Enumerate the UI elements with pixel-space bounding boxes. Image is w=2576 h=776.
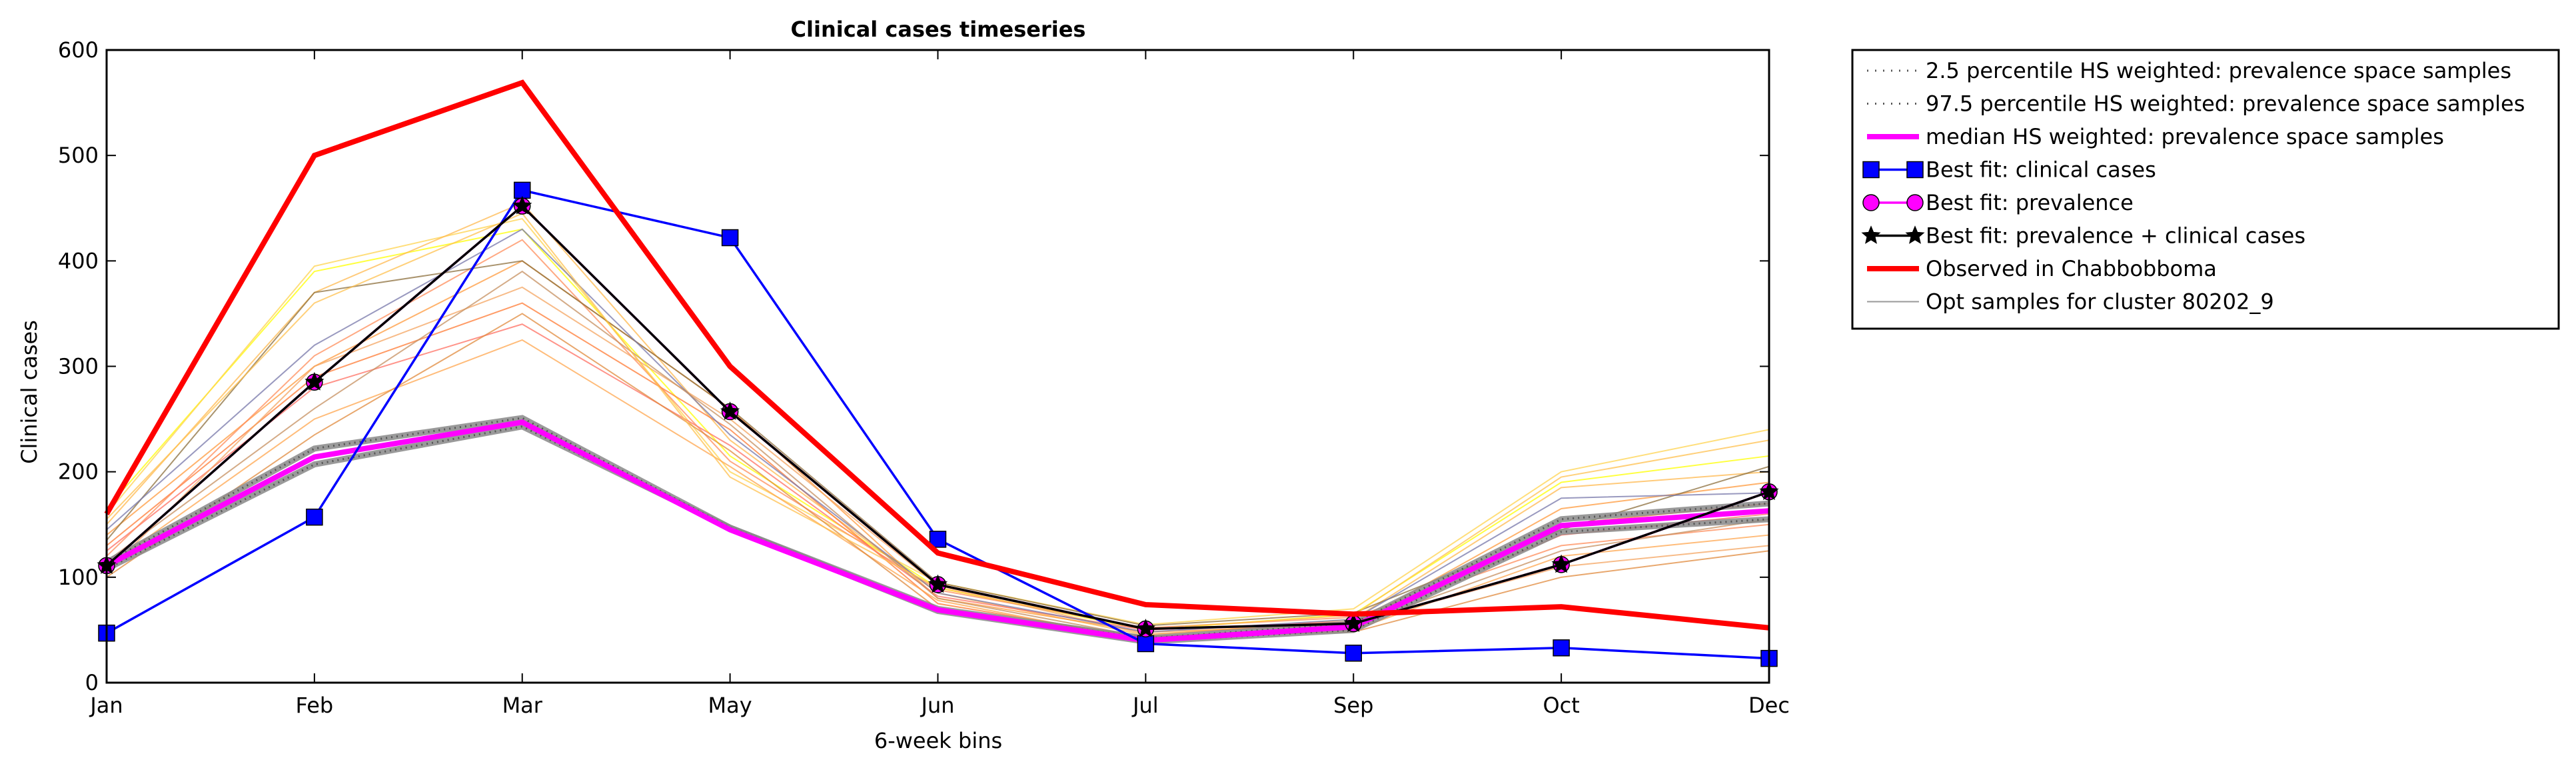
data-point <box>305 371 324 391</box>
sample-line <box>106 217 1770 626</box>
y-axis-label: Clinical cases <box>17 320 42 464</box>
legend-entry: 2.5 percentile HS weighted: prevalence s… <box>1867 58 2511 83</box>
legend-entry: Observed in Chabbobboma <box>1867 256 2217 281</box>
data-point <box>1345 644 1362 662</box>
series-line-7 <box>104 79 1770 631</box>
data-point <box>1553 639 1570 657</box>
sample-line <box>106 270 1770 638</box>
legend-label: 97.5 percentile HS weighted: prevalence … <box>1926 91 2525 117</box>
sample-line <box>106 228 1770 631</box>
legend-label: Opt samples for cluster 80202_9 <box>1926 289 2274 315</box>
data-point <box>721 229 739 247</box>
y-tick-label: 200 <box>58 459 99 485</box>
data-point <box>1551 554 1571 573</box>
legend-entry: Best fit: clinical cases <box>1862 157 2156 183</box>
x-tick-label: May <box>708 693 752 718</box>
chart-title: Clinical cases timeseries <box>791 17 1086 42</box>
plot-area <box>97 79 1779 667</box>
y-tick-label: 600 <box>58 37 99 63</box>
x-axis-label: 6-week bins <box>874 728 1002 753</box>
sample-line <box>106 228 1770 633</box>
legend-marker <box>1861 225 1881 244</box>
x-tick-label: Oct <box>1543 693 1579 718</box>
legend-label: median HS weighted: prevalence space sam… <box>1926 124 2444 149</box>
legend-marker <box>1906 161 1924 179</box>
y-tick-label: 500 <box>58 143 99 168</box>
x-tick-label: Jul <box>1131 693 1159 718</box>
legend-marker <box>1906 194 1924 211</box>
x-tick-label: Jan <box>89 693 123 718</box>
legend-label: 2.5 percentile HS weighted: prevalence s… <box>1926 58 2511 83</box>
data-point <box>928 574 948 593</box>
x-tick-label: Feb <box>296 693 334 718</box>
x-tick-label: Mar <box>502 693 543 718</box>
legend-marker <box>1862 194 1880 211</box>
legend-marker <box>1905 225 1925 244</box>
data-point <box>1135 618 1155 637</box>
legend-label: Observed in Chabbobboma <box>1926 256 2217 281</box>
y-tick-label: 300 <box>58 354 99 379</box>
y-tick-label: 100 <box>58 565 99 590</box>
legend: 2.5 percentile HS weighted: prevalence s… <box>1851 49 2560 330</box>
series-line-3 <box>105 419 1770 643</box>
legend-marker <box>1862 161 1880 179</box>
legend-label: Best fit: prevalence + clinical cases <box>1926 223 2305 249</box>
sample-line <box>106 239 1770 629</box>
data-point <box>1137 635 1155 653</box>
legend-label: Best fit: prevalence <box>1926 190 2134 215</box>
x-tick-label: Sep <box>1333 693 1373 718</box>
legend-entry: Best fit: prevalence <box>1862 190 2134 215</box>
legend-entry: Best fit: prevalence + clinical cases <box>1861 223 2305 249</box>
y-tick-label: 0 <box>85 670 99 695</box>
y-tick-label: 400 <box>58 248 99 273</box>
legend-label: Best fit: clinical cases <box>1926 157 2156 183</box>
data-point <box>929 531 947 548</box>
data-point <box>512 195 532 215</box>
data-point <box>1343 613 1363 632</box>
legend-entry: median HS weighted: prevalence space sam… <box>1867 124 2444 149</box>
sample-line <box>106 339 1770 641</box>
sample-line <box>106 212 1770 630</box>
x-tick-label: Dec <box>1748 693 1790 718</box>
legend-box <box>1851 49 2560 330</box>
data-point <box>514 181 531 199</box>
legend-entry: 97.5 percentile HS weighted: prevalence … <box>1867 91 2525 117</box>
data-point <box>306 508 323 526</box>
x-tick-label: Jun <box>920 693 955 718</box>
data-point <box>720 401 740 420</box>
axes: 0 100 200 300 400 500 600 Jan Feb Mar May Jun Jul Sep… <box>58 37 1790 718</box>
legend-entry: Opt samples for cluster 80202_9 <box>1867 289 2274 315</box>
